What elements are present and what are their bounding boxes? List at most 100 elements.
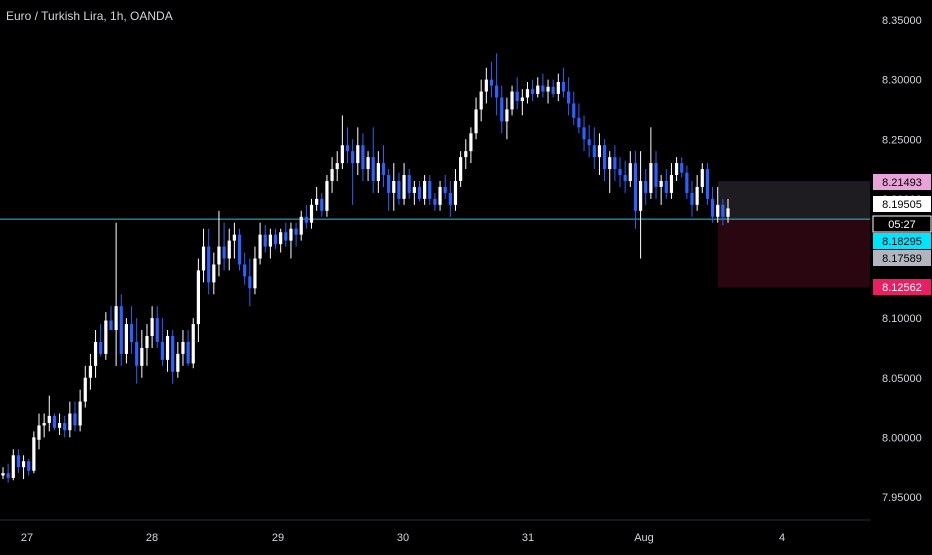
candle xyxy=(129,306,134,354)
candle xyxy=(263,225,267,253)
candle xyxy=(248,258,252,307)
candle xyxy=(186,330,190,366)
candle xyxy=(351,139,355,205)
price-tag-label: 05:27 xyxy=(888,219,916,231)
candle xyxy=(140,330,144,378)
candle xyxy=(495,53,499,116)
candle xyxy=(397,172,401,205)
candle xyxy=(464,139,468,170)
price-tag-label: 8.21493 xyxy=(882,177,922,189)
candle xyxy=(567,77,571,116)
candle xyxy=(644,169,648,205)
x-tick-label: 27 xyxy=(21,532,33,544)
candle xyxy=(243,252,247,285)
candle xyxy=(690,180,694,217)
candle xyxy=(525,82,530,104)
candle xyxy=(623,160,627,193)
candle xyxy=(577,103,581,134)
candle xyxy=(196,258,200,342)
candle xyxy=(618,157,622,187)
candle xyxy=(232,222,236,259)
candle xyxy=(171,330,175,384)
price-tag-label: 8.18295 xyxy=(882,236,922,248)
y-tick-label: 8.30000 xyxy=(882,75,922,87)
candle xyxy=(279,228,283,253)
candle xyxy=(597,133,602,176)
candle xyxy=(505,97,509,140)
candle xyxy=(104,312,108,360)
candle xyxy=(721,198,725,226)
candle xyxy=(237,228,242,271)
candle xyxy=(330,157,334,193)
candle xyxy=(448,180,452,217)
zone-stop xyxy=(718,219,870,288)
candle xyxy=(11,449,15,481)
candle xyxy=(489,61,494,98)
candle xyxy=(325,175,329,217)
price-tag-label: 8.12562 xyxy=(882,282,922,294)
candle xyxy=(37,413,41,450)
candle xyxy=(520,89,524,116)
candle xyxy=(628,151,632,187)
candle xyxy=(6,463,10,483)
candle xyxy=(273,228,278,249)
candle xyxy=(366,151,370,181)
candle xyxy=(531,79,535,102)
candle xyxy=(423,175,427,205)
y-tick-label: 8.25000 xyxy=(882,134,922,146)
x-tick-label: 29 xyxy=(272,532,284,544)
candle xyxy=(381,145,386,187)
candle xyxy=(304,204,308,229)
candle xyxy=(361,133,365,181)
candle xyxy=(160,318,164,366)
candle xyxy=(191,318,195,369)
candle xyxy=(315,186,319,211)
candle xyxy=(16,449,21,474)
candle xyxy=(674,157,679,181)
candle xyxy=(93,330,98,378)
candle xyxy=(602,139,607,181)
candle xyxy=(469,127,473,164)
candle xyxy=(253,246,257,295)
candle xyxy=(340,115,344,170)
x-tick-label: 28 xyxy=(146,532,158,544)
candle xyxy=(63,415,67,438)
candle xyxy=(412,180,416,205)
candle xyxy=(428,175,432,205)
candle xyxy=(510,85,514,116)
candle xyxy=(438,180,442,211)
price-tag-white: 8.19505 xyxy=(873,196,931,212)
candle xyxy=(638,151,643,259)
candle xyxy=(88,353,93,390)
candle xyxy=(294,222,298,247)
candle xyxy=(78,389,82,432)
candle xyxy=(592,127,596,170)
candle xyxy=(710,186,715,223)
candle xyxy=(453,169,458,211)
price-tag-label: 8.19505 xyxy=(882,199,922,211)
candle xyxy=(459,151,463,187)
candle xyxy=(443,175,447,199)
candle xyxy=(52,413,57,431)
candle xyxy=(474,97,478,140)
candle xyxy=(541,73,545,98)
candle xyxy=(114,222,118,366)
candle xyxy=(150,306,154,348)
candle xyxy=(109,306,113,331)
candle xyxy=(212,252,216,295)
candle xyxy=(685,165,689,199)
candle xyxy=(21,455,26,480)
y-tick-label: 8.00000 xyxy=(882,432,922,444)
price-tag-red: 8.12562 xyxy=(873,279,931,295)
candle xyxy=(433,192,437,211)
candle xyxy=(392,163,396,211)
x-tick-label: 4 xyxy=(779,532,785,544)
candle xyxy=(484,67,488,104)
candle xyxy=(664,169,668,199)
candle xyxy=(119,294,123,366)
candle xyxy=(700,163,704,193)
candle xyxy=(669,163,674,199)
y-tick-label: 8.35000 xyxy=(882,15,922,27)
price-tag-white-sub: 05:27 xyxy=(872,215,932,233)
